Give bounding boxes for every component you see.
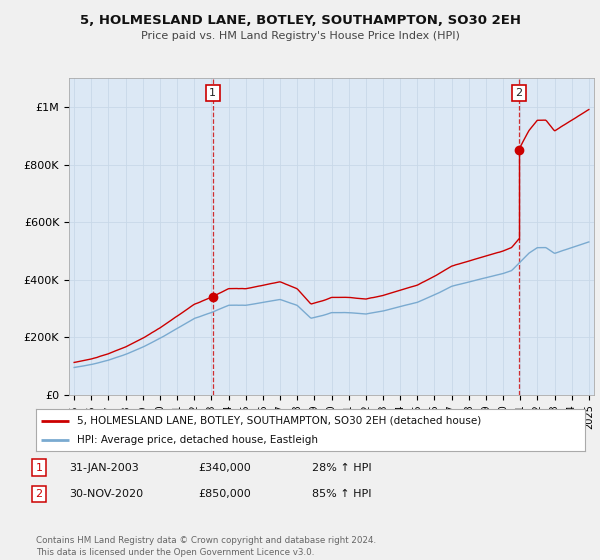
Text: 2: 2 — [35, 489, 43, 499]
Text: £340,000: £340,000 — [198, 463, 251, 473]
Text: 30-NOV-2020: 30-NOV-2020 — [69, 489, 143, 499]
Text: 1: 1 — [209, 88, 216, 98]
Text: Price paid vs. HM Land Registry's House Price Index (HPI): Price paid vs. HM Land Registry's House … — [140, 31, 460, 41]
Text: 1: 1 — [35, 463, 43, 473]
Text: 28% ↑ HPI: 28% ↑ HPI — [312, 463, 371, 473]
Text: 5, HOLMESLAND LANE, BOTLEY, SOUTHAMPTON, SO30 2EH: 5, HOLMESLAND LANE, BOTLEY, SOUTHAMPTON,… — [79, 14, 521, 27]
Text: 31-JAN-2003: 31-JAN-2003 — [69, 463, 139, 473]
Text: Contains HM Land Registry data © Crown copyright and database right 2024.
This d: Contains HM Land Registry data © Crown c… — [36, 536, 376, 557]
Text: HPI: Average price, detached house, Eastleigh: HPI: Average price, detached house, East… — [77, 435, 318, 445]
Text: £850,000: £850,000 — [198, 489, 251, 499]
Text: 2: 2 — [515, 88, 523, 98]
Text: 85% ↑ HPI: 85% ↑ HPI — [312, 489, 371, 499]
Text: 5, HOLMESLAND LANE, BOTLEY, SOUTHAMPTON, SO30 2EH (detached house): 5, HOLMESLAND LANE, BOTLEY, SOUTHAMPTON,… — [77, 416, 481, 426]
